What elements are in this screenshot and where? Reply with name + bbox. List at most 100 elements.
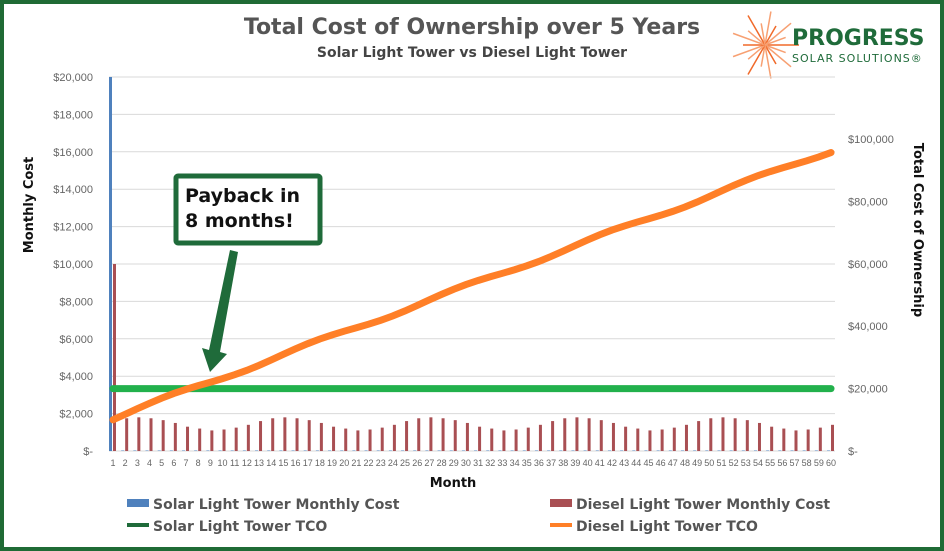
x-tick-label: 51 — [716, 458, 726, 468]
x-tick-label: 37 — [546, 458, 556, 468]
company-logo: PROGRESS SOLAR SOLUTIONS® — [732, 11, 925, 79]
diesel-monthly-bar — [465, 422, 469, 451]
diesel-monthly-bar — [271, 418, 275, 451]
x-tick-label: 21 — [351, 458, 361, 468]
diesel-monthly-bar — [113, 264, 116, 451]
solar-monthly-bar — [583, 450, 587, 451]
solar-monthly-bar — [157, 450, 161, 451]
diesel-monthly-bar — [672, 427, 676, 451]
x-tick-label: 58 — [802, 458, 812, 468]
legend-swatch-diesel-monthly — [550, 499, 572, 507]
solar-monthly-bar — [328, 450, 332, 451]
y2-tick-label: $- — [848, 446, 858, 458]
solar-monthly-bar — [340, 450, 344, 451]
sun-ray — [764, 44, 786, 54]
solar-monthly-bar — [534, 450, 538, 451]
diesel-monthly-bar — [429, 417, 433, 451]
x-tick-label: 2 — [123, 458, 128, 468]
solar-monthly-bar — [109, 77, 112, 451]
sun-ray — [760, 44, 766, 67]
sun-ray — [747, 30, 766, 46]
chart-subtitle: Solar Light Tower vs Diesel Light Tower — [317, 45, 627, 61]
y2-tick-label: $80,000 — [848, 196, 888, 208]
x-tick-label: 6 — [171, 458, 176, 468]
diesel-monthly-bar — [611, 422, 615, 451]
x-tick-label: 12 — [242, 458, 252, 468]
x-tick-label: 10 — [218, 458, 228, 468]
diesel-monthly-bar — [538, 424, 542, 451]
sun-ray — [732, 32, 766, 46]
solar-monthly-bar — [425, 450, 429, 451]
solar-monthly-bar — [498, 450, 502, 451]
solar-monthly-bar — [230, 450, 234, 451]
x-tick-label: 34 — [510, 458, 520, 468]
x-tick-label: 48 — [680, 458, 690, 468]
x-tick-label: 27 — [424, 458, 434, 468]
y-tick-label: $14,000 — [53, 184, 93, 196]
y2-axis-label: Total Cost of Ownership — [910, 143, 925, 317]
solar-monthly-bar — [182, 450, 186, 451]
solar-monthly-bar — [364, 450, 368, 451]
solar-monthly-bar — [486, 450, 490, 451]
legend-diesel-monthly: Diesel Light Tower Monthly Cost — [576, 497, 830, 513]
y-tick-label: $20,000 — [53, 72, 93, 84]
x-tick-label: 28 — [437, 458, 447, 468]
solar-monthly-bar — [267, 450, 271, 451]
solar-monthly-bar — [194, 450, 198, 451]
diesel-monthly-bar — [551, 421, 555, 451]
diesel-monthly-bar — [295, 418, 299, 451]
legend-swatch-solar-monthly — [127, 499, 149, 507]
solar-monthly-bar — [376, 450, 380, 451]
diesel-monthly-bar — [514, 429, 518, 451]
x-axis-label: Month — [430, 476, 477, 491]
solar-monthly-bar — [717, 450, 721, 451]
logo-tagline: SOLAR SOLUTIONS® — [792, 52, 923, 65]
solar-monthly-bar — [547, 450, 551, 451]
solar-monthly-bar — [303, 450, 307, 451]
solar-monthly-bar — [766, 450, 770, 451]
x-tick-label: 8 — [196, 458, 201, 468]
diesel-monthly-bar — [380, 427, 384, 451]
diesel-monthly-bar — [332, 426, 336, 451]
x-tick-label: 52 — [729, 458, 739, 468]
y-axis-label: Monthly Cost — [22, 157, 37, 253]
diesel-monthly-bar — [161, 420, 165, 451]
y-tick-label: $16,000 — [53, 147, 93, 159]
solar-monthly-bar — [169, 450, 173, 451]
x-tick-label: 20 — [339, 458, 349, 468]
x-tick-label: 23 — [376, 458, 386, 468]
x-tick-label: 18 — [315, 458, 325, 468]
sun-ray — [764, 44, 792, 68]
x-tick-label: 33 — [497, 458, 507, 468]
diesel-monthly-bar — [794, 430, 798, 451]
diesel-monthly-bar — [137, 417, 141, 451]
y2-tick-label: $60,000 — [848, 259, 888, 271]
x-tick-label: 16 — [291, 458, 301, 468]
diesel-monthly-bar — [831, 424, 834, 451]
y2-tick-label: $100,000 — [848, 134, 894, 146]
x-tick-label: 32 — [485, 458, 495, 468]
diesel-monthly-bar — [405, 421, 409, 451]
x-tick-label: 60 — [826, 458, 836, 468]
diesel-monthly-bar — [502, 430, 506, 451]
x-tick-label: 9 — [208, 458, 213, 468]
x-tick-label: 38 — [558, 458, 568, 468]
solar-monthly-bar — [145, 450, 149, 451]
diesel-monthly-bar — [782, 428, 786, 451]
x-tick-label: 19 — [327, 458, 337, 468]
diesel-monthly-bar — [697, 421, 701, 451]
diesel-monthly-bar — [210, 430, 214, 451]
x-tick-label: 43 — [619, 458, 629, 468]
solar-monthly-bar — [802, 450, 806, 451]
solar-monthly-bar — [291, 450, 295, 451]
sun-ray — [764, 44, 772, 79]
x-tick-label: 36 — [534, 458, 544, 468]
annotation-arrow-icon — [202, 250, 238, 372]
diesel-monthly-bar — [319, 422, 323, 451]
sunburst-icon — [732, 11, 799, 79]
x-tick-label: 47 — [668, 458, 678, 468]
x-tick-label: 40 — [583, 458, 593, 468]
sun-ray — [747, 44, 766, 60]
solar-monthly-bar — [668, 450, 672, 451]
diesel-monthly-bar — [490, 428, 494, 451]
